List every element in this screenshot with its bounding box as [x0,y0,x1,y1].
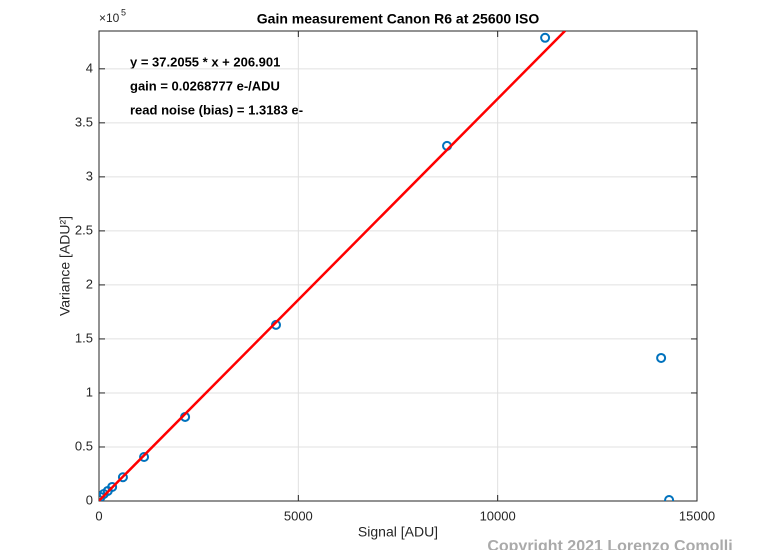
plot-frame [98,30,698,502]
chart-title: Gain measurement Canon R6 at 25600 ISO [257,11,540,27]
y-tick-label: 0 [86,492,93,507]
y-tick-label: 1 [86,384,93,399]
y-tick-label: 2 [86,276,93,291]
x-axis-label: Signal [ADU] [358,524,438,540]
annotation: gain = 0.0268777 e-/ADU [130,78,280,93]
y-tick-label: 0.5 [75,438,93,453]
y-multiplier: ×10 [99,11,120,25]
y-tick-label: 1.5 [75,330,93,345]
y-multiplier-exponent: 5 [121,7,126,17]
watermark: Copyright 2021 Lorenzo Comolli [487,538,732,550]
annotation: read noise (bias) = 1.3183 e- [130,102,303,117]
x-tick-label: 0 [95,508,102,523]
x-tick-label: 5000 [284,508,313,523]
fit-line [99,31,566,501]
data-point [107,481,118,492]
data-point [656,352,667,363]
y-tick-label: 3 [86,168,93,183]
y-tick-label: 4 [86,60,93,75]
y-tick-label: 3.5 [75,114,93,129]
data-point [540,32,551,43]
data-point [117,472,128,483]
annotation: y = 37.2055 * x + 206.901 [130,54,280,69]
plot-area [99,31,675,501]
x-tick-label: 15000 [679,508,715,523]
y-axis-label: Variance [ADU²] [57,216,73,316]
x-tick-label: 10000 [480,508,516,523]
data-point [664,495,675,501]
y-tick-label: 2.5 [75,222,93,237]
data-point [139,452,150,463]
